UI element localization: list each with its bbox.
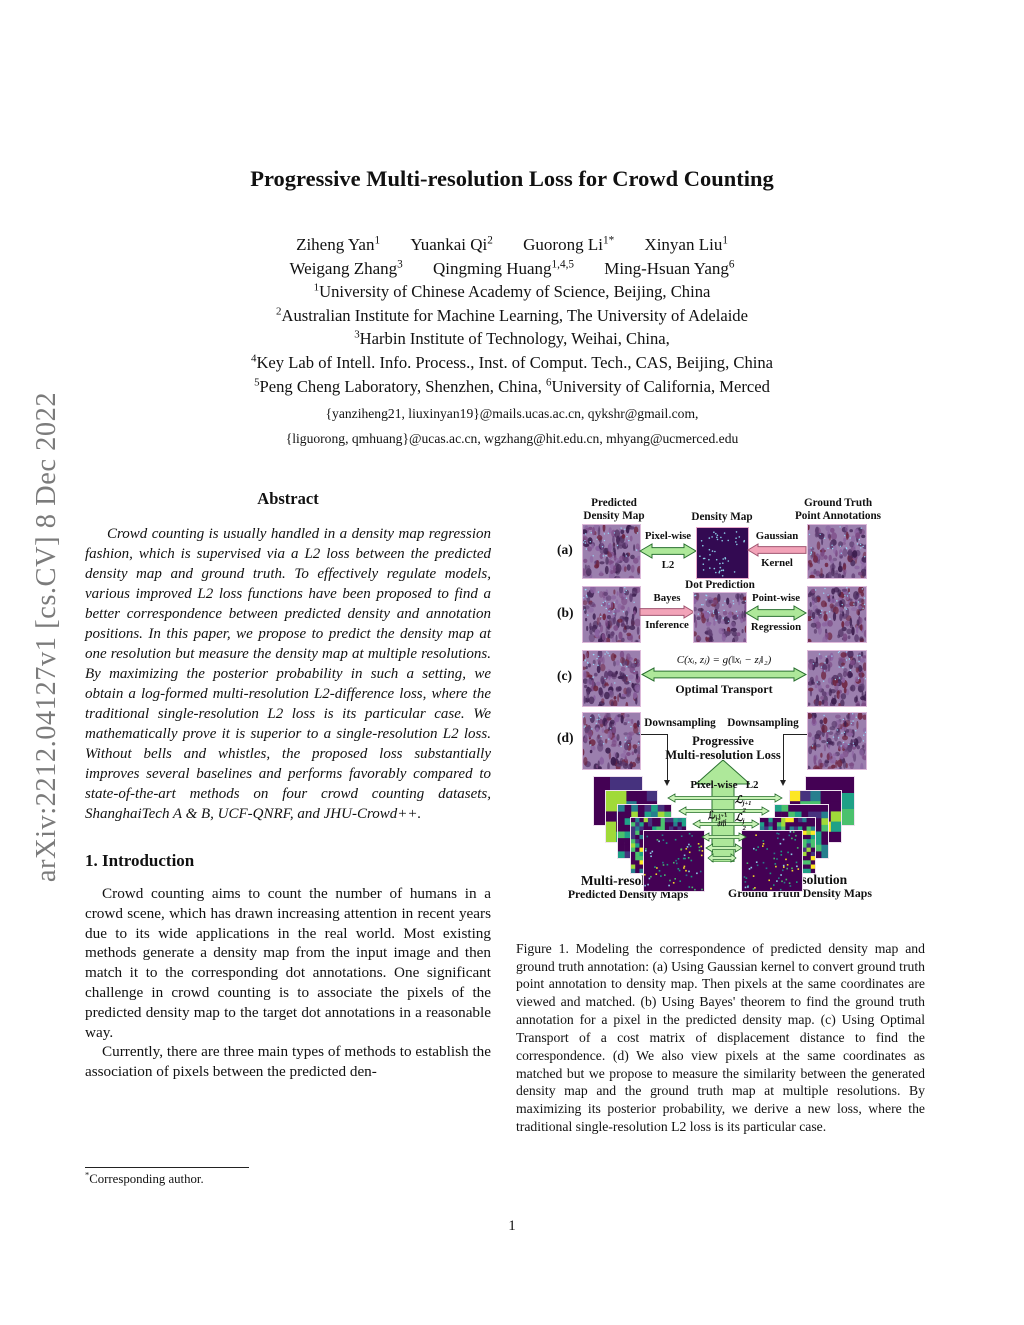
pixel-wise-l2-label: Pixel-wise L2 — [690, 779, 759, 791]
optimal-transport-arrow-group: C(xᵢ, zⱼ) = g(‖xᵢ − zⱼ‖₂) Optimal Transp… — [641, 654, 807, 696]
crowd-image-d-right — [807, 712, 867, 770]
paper-title: Progressive Multi-resolution Loss for Cr… — [250, 166, 774, 191]
author: Ming-Hsuan Yang6 — [604, 257, 735, 278]
footnote-rule — [85, 1167, 249, 1168]
double-arrow-icon — [639, 542, 697, 559]
right-arrow-icon — [639, 604, 695, 619]
affiliation: 3Harbin Institute of Technology, Weihai,… — [354, 328, 670, 349]
crowd-image-c-left — [582, 650, 641, 707]
density-map-image — [696, 527, 749, 579]
arxiv-sidebar-label: arXiv:2212.04127v1 [cs.CV] 8 Dec 2022 — [31, 391, 62, 883]
bayes-inference-arrow-group: Bayes Inference — [639, 592, 695, 631]
footnote: *Corresponding author. — [85, 1167, 491, 1187]
author: Guorong Li1* — [523, 234, 615, 254]
thin-double-arrow-icon — [667, 793, 783, 803]
email-line: {yanziheng21, liuxinyan19}@mails.ucas.ac… — [325, 406, 699, 422]
affiliation: 1University of Chinese Academy of Scienc… — [313, 281, 711, 302]
gaussian-kernel-arrow-group: Gaussian Kernel — [747, 530, 807, 569]
author-row-1: Ziheng Yan1 Yuankai Qi2 Guorong Li1* Xin… — [92, 233, 932, 257]
author-row-2: Weigang Zhang3 Qingming Huang1,4,5 Ming-… — [92, 257, 932, 281]
author-emails: {yanziheng21, liuxinyan19}@mails.ucas.ac… — [92, 402, 932, 451]
downsampling-label-right: Downsampling — [727, 717, 799, 729]
dot-prediction-image — [693, 592, 747, 643]
crowd-image-a-right — [807, 524, 867, 579]
email-line: {liguorong, qmhuang}@ucas.ac.cn, wgzhang… — [285, 430, 739, 446]
thin-double-arrow-icon — [678, 806, 770, 816]
col-label-predicted-density-map: Predicted Density Map — [583, 497, 645, 522]
crowd-image-b-right — [807, 586, 867, 643]
double-arrow-icon — [641, 667, 807, 682]
cost-formula: C(xᵢ, zⱼ) = g(‖xᵢ − zⱼ‖₂) — [676, 654, 772, 666]
abstract-text: Crowd counting is usually handled in a d… — [85, 526, 491, 822]
author-block: Ziheng Yan1 Yuankai Qi2 Guorong Li1* Xin… — [92, 233, 932, 451]
down-arrowhead-icon — [779, 780, 786, 786]
figure-1: Predicted Density Map Density Map Ground… — [517, 492, 927, 912]
crowd-image-c-right — [807, 650, 867, 707]
connector-line — [783, 734, 807, 736]
author: Weigang Zhang3 — [289, 257, 403, 278]
connector-line — [783, 734, 785, 780]
double-arrow-icon — [745, 604, 807, 621]
crowd-image-a-left — [582, 524, 641, 579]
affiliation: 4Key Lab of Intell. Info. Process., Inst… — [250, 352, 774, 372]
author: Qingming Huang1,4,5 — [433, 257, 574, 278]
page-number: 1 — [508, 1218, 516, 1234]
crowd-image-b-left — [582, 586, 641, 643]
affiliation: 2Australian Institute for Machine Learni… — [276, 305, 748, 325]
author: Xinyan Liu1 — [644, 234, 728, 254]
section-heading-introduction: 1. Introduction — [85, 851, 195, 870]
row-label-c: (c) — [557, 668, 572, 683]
downsampling-label-left: Downsampling — [644, 717, 716, 729]
fine-density-map — [741, 830, 803, 892]
thin-double-arrow-icon — [692, 819, 760, 829]
affiliation: 5Peng Cheng Laboratory, Shenzhen, China,… — [254, 376, 770, 396]
row-label-b: (b) — [557, 605, 574, 620]
intro-paragraph-1: Crowd counting aims to count the number … — [85, 885, 491, 1041]
intro-paragraph-2: Currently, there are three main types of… — [85, 1043, 491, 1081]
progressive-loss-title: Progressive Multi-resolution Loss — [665, 734, 781, 762]
thin-double-arrow-icon — [707, 853, 737, 863]
left-arrow-icon — [747, 542, 807, 557]
dot-prediction-label: Dot Prediction — [685, 579, 755, 591]
row-label-d: (d) — [557, 730, 574, 745]
connector-line — [667, 734, 669, 780]
author: Yuankai Qi2 — [410, 234, 493, 254]
left-column: Abstract Crowd counting is usually handl… — [85, 489, 491, 1082]
connector-line — [641, 734, 667, 736]
crowd-image-d-left — [582, 712, 641, 770]
fine-density-map — [643, 830, 705, 892]
author: Ziheng Yan1 — [296, 234, 381, 254]
col-label-density-map: Density Map — [691, 511, 753, 523]
col-label-ground-truth: Ground Truth Point Annotations — [794, 497, 882, 522]
pixel-wise-l2-arrow-group: Pixel-wise L2 — [639, 530, 697, 571]
thin-double-arrow-icon — [705, 843, 743, 853]
down-arrowhead-icon — [664, 780, 670, 786]
row-label-a: (a) — [557, 542, 573, 557]
thin-double-arrow-icon — [701, 832, 747, 842]
figure-1-caption: Figure 1. Modeling the correspondence of… — [516, 940, 926, 1135]
point-wise-regression-arrow-group: Point-wise Regression — [745, 592, 807, 633]
abstract-heading: Abstract — [257, 489, 319, 508]
